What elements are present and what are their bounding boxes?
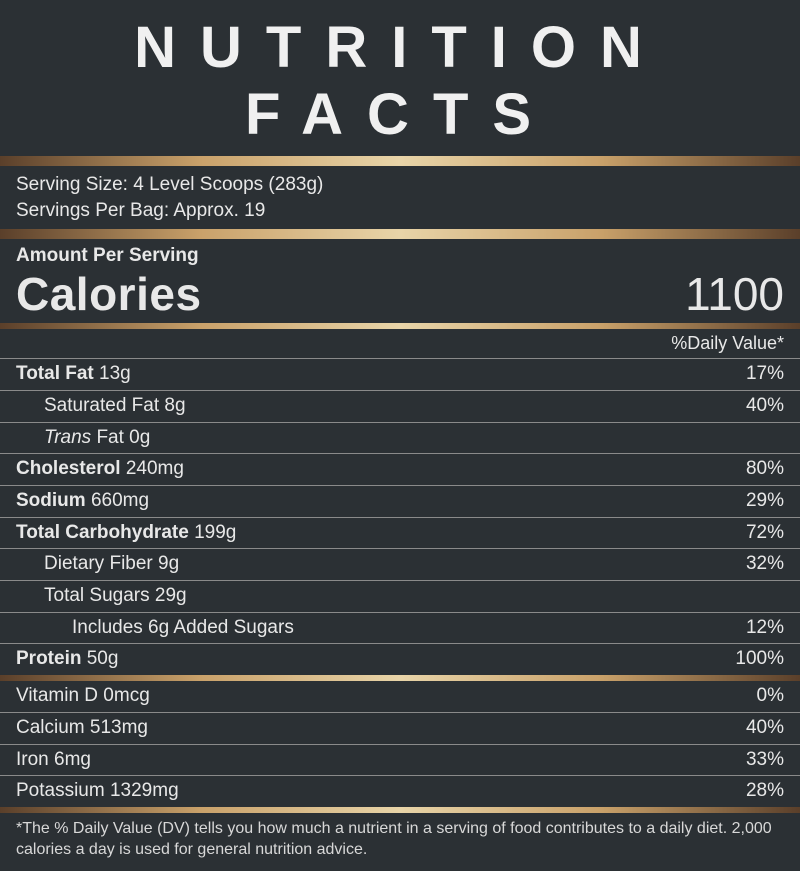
serving-size-value: 4 Level Scoops (283g) (133, 174, 323, 195)
row-fiber: Dietary Fiber 9g 32% (0, 549, 800, 580)
calories-value: 1100 (685, 267, 784, 321)
cholesterol-name: Cholesterol (16, 458, 121, 479)
fiber-amount: 9g (158, 553, 179, 574)
iron-name: Iron (16, 749, 49, 770)
servings-per-label: Servings Per Bag: (16, 200, 169, 221)
calories-label: Calories (16, 267, 202, 321)
calcium-amount: 513mg (90, 717, 148, 738)
panel-title: NUTRITION FACTS (0, 0, 800, 156)
total-fat-dv: 17% (746, 362, 784, 387)
rule-thick-1 (0, 156, 800, 166)
row-cholesterol: Cholesterol 240mg 80% (0, 454, 800, 485)
row-sugars: Total Sugars 29g (0, 581, 800, 612)
iron-dv: 33% (746, 748, 784, 773)
row-calcium: Calcium 513mg 40% (0, 713, 800, 744)
vitd-name: Vitamin D (16, 685, 98, 706)
row-trans-fat: Trans Fat 0g (0, 423, 800, 454)
sat-fat-name: Saturated Fat (44, 395, 159, 416)
calcium-dv: 40% (746, 716, 784, 741)
nutrition-facts-panel: NUTRITION FACTS Serving Size: 4 Level Sc… (0, 0, 800, 773)
iron-amount: 6mg (54, 749, 91, 770)
servings-per-line: Servings Per Bag: Approx. 19 (16, 198, 784, 224)
row-carb: Total Carbohydrate 199g 72% (0, 518, 800, 549)
row-potassium: Potassium 1329mg 28% (0, 776, 800, 807)
carb-amount: 199g (194, 522, 236, 543)
cholesterol-dv: 80% (746, 457, 784, 482)
carb-name: Total Carbohydrate (16, 522, 189, 543)
sugars-amount: 29g (155, 585, 187, 606)
sugars-name: Total Sugars (44, 585, 150, 606)
sodium-dv: 29% (746, 489, 784, 514)
row-sat-fat: Saturated Fat 8g 40% (0, 391, 800, 422)
calories-row: Calories 1100 (0, 267, 800, 323)
sat-fat-amount: 8g (164, 395, 185, 416)
total-fat-amount: 13g (99, 363, 131, 384)
sodium-amount: 660mg (91, 490, 149, 511)
calcium-name: Calcium (16, 717, 85, 738)
dv-header: %Daily Value* (0, 329, 800, 358)
carb-dv: 72% (746, 521, 784, 546)
row-protein: Protein 50g 100% (0, 644, 800, 675)
row-sodium: Sodium 660mg 29% (0, 486, 800, 517)
fiber-name: Dietary Fiber (44, 553, 153, 574)
serving-info: Serving Size: 4 Level Scoops (283g) Serv… (0, 166, 800, 229)
row-vitd: Vitamin D 0mcg 0% (0, 681, 800, 712)
potassium-amount: 1329mg (110, 780, 179, 801)
serving-size-label: Serving Size: (16, 174, 128, 195)
potassium-name: Potassium (16, 780, 105, 801)
trans-fat-rest: Fat 0g (91, 427, 150, 448)
protein-dv: 100% (735, 647, 784, 672)
row-added-sugars: Includes 6g Added Sugars 12% (0, 613, 800, 644)
vitd-dv: 0% (757, 684, 784, 709)
trans-fat-italic: Trans (44, 427, 91, 448)
potassium-dv: 28% (746, 779, 784, 804)
row-total-fat: Total Fat 13g 17% (0, 359, 800, 390)
amount-per-serving: Amount Per Serving (0, 239, 800, 267)
sat-fat-dv: 40% (746, 394, 784, 419)
vitd-amount: 0mcg (103, 685, 149, 706)
rule-thick-2 (0, 229, 800, 239)
added-sugars-dv: 12% (746, 616, 784, 641)
serving-size-line: Serving Size: 4 Level Scoops (283g) (16, 172, 784, 198)
cholesterol-amount: 240mg (126, 458, 184, 479)
protein-name: Protein (16, 648, 81, 669)
total-fat-name: Total Fat (16, 363, 94, 384)
servings-per-value: Approx. 19 (173, 200, 265, 221)
footnote: *The % Daily Value (DV) tells you how mu… (0, 813, 800, 871)
added-sugars-name: Includes 6g Added Sugars (72, 617, 294, 638)
fiber-dv: 32% (746, 552, 784, 577)
protein-amount: 50g (87, 648, 119, 669)
row-iron: Iron 6mg 33% (0, 745, 800, 776)
sodium-name: Sodium (16, 490, 86, 511)
